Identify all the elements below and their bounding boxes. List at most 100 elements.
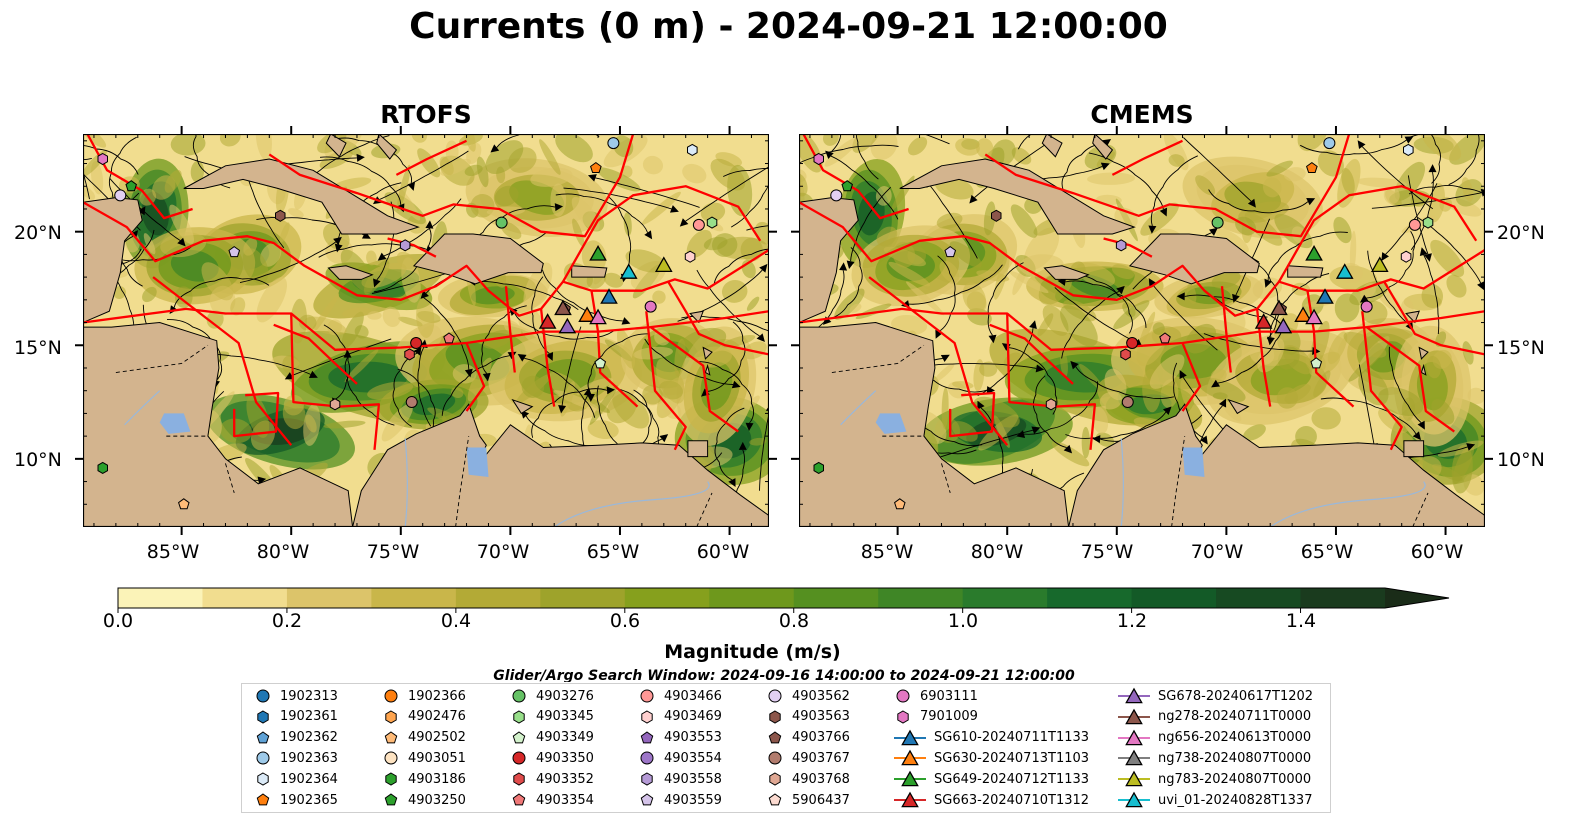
obs-4903276 — [495, 216, 508, 229]
streamline — [608, 196, 632, 275]
legend-label: 4903352 — [536, 771, 594, 787]
country-borders — [831, 344, 1429, 527]
map-ticks — [799, 134, 1485, 527]
legend-pentagon — [256, 730, 270, 743]
legend-marker-icon — [512, 689, 526, 703]
country-border — [115, 344, 235, 494]
streamline-arrow — [644, 230, 653, 240]
current-speed-patch — [949, 241, 982, 268]
landmass — [325, 134, 347, 158]
legend-marker-icon — [768, 689, 782, 703]
legend-item: 4903554 — [636, 748, 722, 768]
legend-item: SG663-20240710T1312 — [892, 790, 1089, 810]
streamline-arrow — [361, 231, 371, 239]
obs-4903558 — [1115, 239, 1127, 252]
legend-hexagon — [513, 710, 525, 724]
legend-circle — [768, 689, 782, 703]
current-speed-patch — [255, 134, 272, 161]
obs-4903345 — [1422, 216, 1434, 229]
current-speed-patch — [1138, 311, 1156, 348]
legend-marker-icon — [512, 730, 526, 743]
legend-marker-icon — [1118, 708, 1150, 725]
obs-4903559 — [944, 245, 957, 258]
current-speed-patch — [260, 242, 282, 267]
eez-line — [989, 323, 1074, 385]
streamline — [383, 198, 462, 257]
eez-boundaries — [83, 134, 769, 451]
legend-label: 4903276 — [536, 688, 594, 704]
current-speed-patch — [849, 303, 862, 313]
obs-7901009 — [97, 152, 108, 166]
current-speed-patch — [589, 385, 618, 425]
obs-ng278-20240711T0000 — [554, 299, 572, 316]
landmass — [327, 265, 374, 280]
current-speed-patch — [256, 277, 287, 323]
current-speed-patch — [936, 212, 963, 229]
current-speed-patch — [1095, 432, 1115, 447]
current-speed-patch — [1263, 177, 1282, 198]
current-speed-patch — [682, 163, 707, 184]
obs-7901009 — [813, 152, 824, 166]
streamline-arrow — [679, 218, 689, 227]
obs-4903354 — [443, 332, 455, 344]
lat-label-20n-right: 20°N — [1497, 222, 1545, 244]
obs-1902365 — [590, 161, 602, 173]
streamline — [1065, 280, 1147, 328]
streamline-arrow — [490, 144, 500, 153]
legend-label: SG649-20240712T1133 — [934, 771, 1090, 787]
streamline-arrow — [1035, 364, 1045, 373]
eez-line — [83, 201, 769, 317]
eez-line — [1103, 237, 1153, 258]
streamline-arrow — [1102, 138, 1112, 147]
landmass — [1287, 265, 1324, 278]
legend-marker-icon — [257, 710, 269, 724]
current-speed-patch — [1365, 328, 1413, 342]
legend: 1902313 1902361 1902362 1902363 1902364 19023… — [241, 683, 1331, 813]
legend-marker-icon — [384, 751, 398, 765]
obs-4903563 — [991, 209, 1002, 222]
current-speed-patch — [242, 248, 269, 284]
current-speed-patch — [852, 134, 883, 153]
streamline-arrow — [1381, 252, 1389, 261]
current-speed-patch — [523, 262, 553, 310]
current-speed-patch — [1421, 283, 1444, 309]
colorbar-tick-7: 1.4 — [1285, 610, 1317, 632]
map-panel-cmems[interactable] — [799, 134, 1485, 527]
obs-1902363 — [607, 137, 620, 150]
current-speed-patch — [1311, 407, 1341, 430]
streamline — [475, 281, 579, 311]
legend-label: ng278-20240711T0000 — [1158, 709, 1312, 725]
current-speed-patch — [658, 380, 683, 400]
legend-label: 4903766 — [792, 730, 850, 746]
obs-ng783-20240807T0000 — [1370, 256, 1389, 273]
colorbar-segment — [286, 588, 372, 608]
current-speed-patch — [201, 262, 234, 301]
legend-marker-icon — [640, 793, 654, 806]
colorbar-tick-5: 1.0 — [947, 610, 979, 632]
river — [553, 481, 710, 527]
legend-item: 7901009 — [892, 707, 978, 727]
current-speed-patch — [951, 421, 978, 442]
legend-hexagon — [385, 710, 397, 724]
legend-marker-icon — [641, 772, 653, 786]
obs-4903186 — [97, 461, 108, 474]
map-panel-rtofs[interactable] — [83, 134, 769, 527]
legend-hexagon — [385, 772, 397, 786]
current-speed-patch — [979, 361, 998, 377]
current-speed-patch — [572, 218, 585, 247]
lon-label-70w-cmems: 70°W — [1190, 541, 1244, 563]
current-speed-patch — [652, 290, 666, 304]
current-speed-patch — [1215, 228, 1249, 254]
current-speed-patch — [230, 297, 246, 316]
legend-item: 4903345 — [508, 707, 594, 727]
obs-ng656-20240613T0000 — [589, 308, 607, 325]
current-speed-patch — [1051, 441, 1090, 467]
streamline — [929, 429, 1033, 462]
obs-1902364 — [1403, 143, 1414, 156]
current-speed-patch — [721, 334, 756, 348]
streamline — [1017, 134, 1033, 150]
streamline-arrow — [586, 393, 595, 402]
streamline — [531, 388, 608, 438]
current-speed-patch — [1068, 273, 1122, 299]
legend-item: 1902364 — [252, 769, 338, 789]
